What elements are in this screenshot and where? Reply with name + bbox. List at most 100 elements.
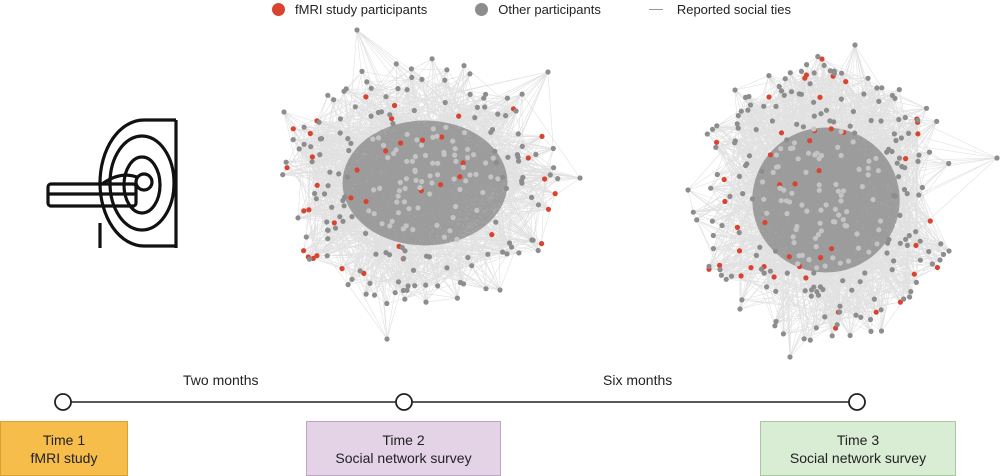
other-participant-node	[840, 217, 846, 223]
other-participant-node	[434, 133, 440, 139]
other-participant-node	[493, 219, 499, 225]
fmri-participant-node	[803, 275, 809, 281]
other-dot-icon	[475, 2, 489, 16]
other-participant-node	[516, 158, 522, 164]
other-participant-node	[336, 171, 342, 177]
other-participant-node	[913, 279, 920, 285]
other-participant-node	[395, 210, 402, 216]
other-participant-node	[770, 169, 776, 175]
other-participant-node	[368, 113, 374, 119]
other-participant-node	[807, 337, 813, 343]
other-participant-node	[857, 279, 863, 285]
fmri-participant-node	[460, 160, 466, 166]
other-participant-node	[775, 164, 781, 170]
other-participant-node	[444, 265, 450, 271]
other-participant-node	[401, 255, 407, 261]
other-participant-node	[773, 318, 779, 325]
other-participant-node	[341, 203, 347, 209]
other-participant-node	[879, 85, 885, 91]
other-participant-node	[513, 108, 519, 114]
other-participant-node	[520, 174, 526, 181]
other-participant-node	[714, 123, 720, 129]
other-participant-node	[840, 188, 847, 194]
fmri-participant-node	[383, 148, 389, 154]
other-participant-node	[710, 232, 716, 239]
other-participant-node	[787, 354, 793, 360]
fmri-participant-node	[722, 198, 728, 205]
other-participant-node	[482, 104, 488, 110]
fmri-participant-node	[391, 102, 398, 109]
other-participant-node	[530, 237, 536, 243]
other-participant-node	[555, 176, 561, 182]
other-participant-node	[919, 184, 926, 191]
other-participant-node	[327, 169, 333, 175]
other-participant-node	[447, 228, 453, 234]
fmri-participant-node	[419, 137, 426, 143]
other-participant-node	[847, 332, 853, 339]
other-participant-node	[811, 99, 817, 105]
other-participant-node	[790, 234, 796, 240]
other-participant-node	[465, 146, 471, 152]
other-participant-node	[435, 283, 441, 289]
participant-nodes	[280, 27, 583, 342]
other-participant-node	[852, 130, 858, 136]
other-participant-node	[410, 227, 416, 233]
other-participant-node	[509, 244, 515, 250]
other-participant-node	[844, 209, 850, 215]
other-participant-node	[834, 322, 840, 328]
other-participant-node	[389, 218, 395, 224]
time2-box: Time 2 Social network survey	[306, 421, 501, 476]
other-participant-node	[800, 124, 807, 130]
other-participant-node	[817, 284, 824, 290]
other-participant-node	[814, 150, 820, 156]
other-participant-node	[840, 278, 846, 284]
other-participant-node	[483, 286, 489, 292]
legend: fMRI study participants Other participan…	[272, 0, 791, 18]
other-participant-node	[325, 236, 331, 242]
other-participant-node	[429, 56, 435, 62]
other-participant-node	[806, 150, 812, 156]
other-participant-node	[815, 53, 821, 60]
other-participant-node	[796, 91, 802, 97]
time1-box: Time 1 fMRI study	[0, 421, 128, 476]
fmri-participant-node	[819, 56, 825, 62]
other-participant-node	[710, 246, 717, 252]
other-participant-node	[735, 125, 741, 131]
other-participant-node	[861, 91, 867, 97]
other-participant-node	[823, 202, 829, 208]
other-participant-node	[577, 175, 583, 181]
other-participant-node	[492, 148, 498, 154]
other-participant-node	[845, 258, 852, 264]
other-participant-node	[926, 149, 933, 155]
other-participant-node	[858, 314, 864, 320]
other-participant-node	[886, 237, 892, 243]
other-participant-node	[830, 255, 836, 261]
other-participant-node	[429, 180, 435, 186]
fmri-participant-node	[525, 155, 531, 161]
other-participant-node	[896, 87, 902, 93]
other-participant-node	[896, 155, 903, 161]
other-participant-node	[838, 192, 844, 198]
other-participant-node	[873, 155, 879, 161]
time3-title: Time 3	[836, 431, 880, 448]
other-participant-node	[794, 121, 800, 127]
other-participant-node	[727, 193, 733, 199]
other-participant-node	[904, 191, 910, 197]
other-participant-node	[504, 251, 510, 257]
other-participant-node	[395, 193, 401, 199]
other-participant-node	[892, 95, 898, 101]
other-participant-node	[371, 211, 377, 217]
other-participant-node	[454, 236, 460, 242]
other-participant-node	[850, 108, 857, 115]
other-participant-node	[283, 159, 289, 165]
other-participant-node	[341, 88, 347, 94]
other-participant-node	[902, 165, 908, 171]
other-participant-node	[441, 151, 447, 157]
fmri-participant-node	[439, 134, 445, 140]
other-participant-node	[818, 207, 824, 213]
other-participant-node	[853, 312, 859, 318]
fmri-participant-node	[539, 133, 545, 139]
fmri-participant-node	[817, 94, 823, 100]
other-participant-node	[734, 121, 740, 127]
other-participant-node	[489, 127, 496, 133]
